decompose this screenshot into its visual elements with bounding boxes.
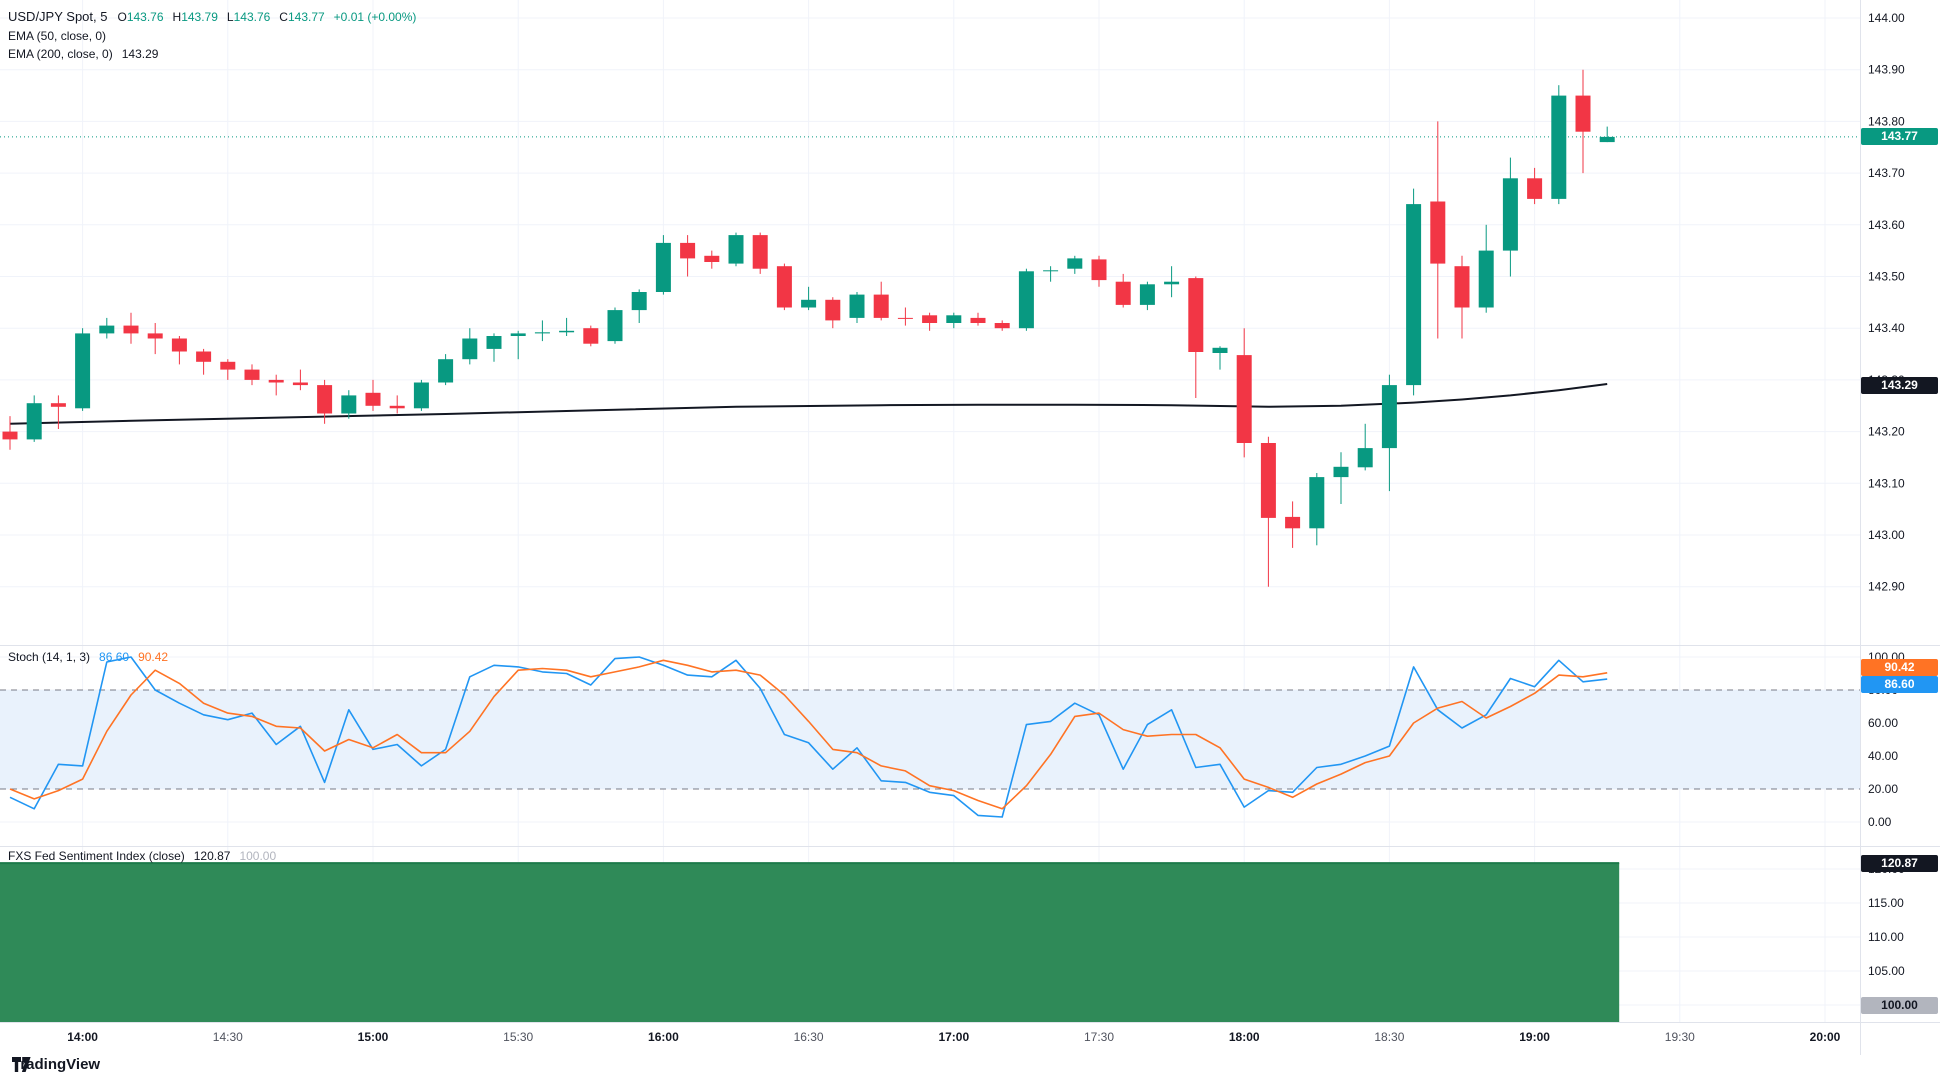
svg-text:20:00: 20:00 [1810,1030,1841,1044]
fxs-value-badge: 120.87 [1861,854,1938,872]
fxs-value: 120.87 [193,849,231,863]
svg-text:14:00: 14:00 [67,1030,98,1044]
svg-text:115.00: 115.00 [1868,896,1904,910]
svg-text:60.00: 60.00 [1868,716,1898,730]
svg-text:20.00: 20.00 [1868,782,1898,796]
svg-text:142.90: 142.90 [1868,580,1905,594]
time-axis[interactable]: 14:00 14:30 15:00 15:30 16:00 16:30 17:00 17:30… [67,1030,1840,1044]
tradingview-logo-icon [12,1057,31,1072]
fxs-sentiment-area [0,862,1620,1022]
svg-text:143.50: 143.50 [1868,270,1905,284]
fxs-label: FXS Fed Sentiment Index (close) [8,849,185,863]
stoch-k-value: 86.60 [99,650,130,664]
stoch-band [0,689,1860,790]
change-label: +0.01 (+0.00%) [333,9,417,24]
symbol-legend[interactable]: USD/JPY Spot, 5 O143.76 H143.79 L143.76 … [8,9,416,24]
svg-text:15:30: 15:30 [503,1030,533,1044]
ema200-value: 143.29 [121,47,159,61]
stoch-d-line [9,659,1608,810]
svg-text:110.00: 110.00 [1868,930,1904,944]
tradingview-watermark[interactable]: TradingView [12,1056,100,1073]
svg-text:143.10: 143.10 [1868,476,1905,490]
ohlc-high: H143.79 [172,9,218,24]
svg-text:143.80: 143.80 [1868,114,1905,128]
svg-text:144.00: 144.00 [1868,11,1905,25]
svg-text:143.60: 143.60 [1868,218,1905,232]
stoch-k-line [9,656,1608,818]
ema200-legend[interactable]: EMA (200, close, 0) 143.29 [8,47,158,61]
candlestick-series [2,69,1615,587]
svg-text:105.00: 105.00 [1868,964,1905,978]
stoch-legend[interactable]: Stoch (14, 1, 3) 86.60 90.42 [8,650,168,664]
ema200-line [9,383,1608,425]
svg-text:143.90: 143.90 [1868,63,1905,77]
ema200-label: EMA (200, close, 0) [8,47,113,61]
svg-text:0.00: 0.00 [1868,815,1892,829]
svg-text:40.00: 40.00 [1868,749,1898,763]
svg-text:17:00: 17:00 [938,1030,969,1044]
stoch-d-value: 90.42 [138,650,169,664]
symbol-title: USD/JPY Spot, 5 [8,9,108,24]
pane-separators [0,0,1940,1055]
svg-text:15:00: 15:00 [358,1030,389,1044]
svg-text:143.20: 143.20 [1868,425,1905,439]
stoch-d-badge: 90.42 [1861,658,1938,676]
fxs-baseline-badge: 100.00 [1861,996,1938,1014]
svg-text:14:30: 14:30 [213,1030,243,1044]
ema200-value-badge: 143.29 [1861,376,1938,394]
svg-text:18:00: 18:00 [1229,1030,1260,1044]
fxs-baseline-value: 100.00 [239,849,277,863]
fxs-legend[interactable]: FXS Fed Sentiment Index (close) 120.87 1… [8,849,276,863]
stoch-k-badge: 86.60 [1861,675,1938,693]
tradingview-watermark-label: TradingView [12,1056,101,1073]
svg-text:143.70: 143.70 [1868,166,1905,180]
current-price-badge: 143.77 [1861,128,1938,146]
ema50-legend[interactable]: EMA (50, close, 0) [8,29,106,43]
svg-text:18:30: 18:30 [1374,1030,1404,1044]
svg-text:16:00: 16:00 [648,1030,679,1044]
svg-text:19:30: 19:30 [1665,1030,1695,1044]
svg-text:16:30: 16:30 [794,1030,824,1044]
svg-text:143.00: 143.00 [1868,528,1905,542]
ohlc-open: O143.76 [117,9,164,24]
stoch-label: Stoch (14, 1, 3) [8,650,91,664]
ohlc-close: C143.77 [279,9,325,24]
ohlc-low: L143.76 [226,9,271,24]
ema50-label: EMA (50, close, 0) [8,29,107,43]
svg-text:17:30: 17:30 [1084,1030,1114,1044]
svg-text:143.40: 143.40 [1868,321,1905,335]
svg-text:19:00: 19:00 [1519,1030,1550,1044]
